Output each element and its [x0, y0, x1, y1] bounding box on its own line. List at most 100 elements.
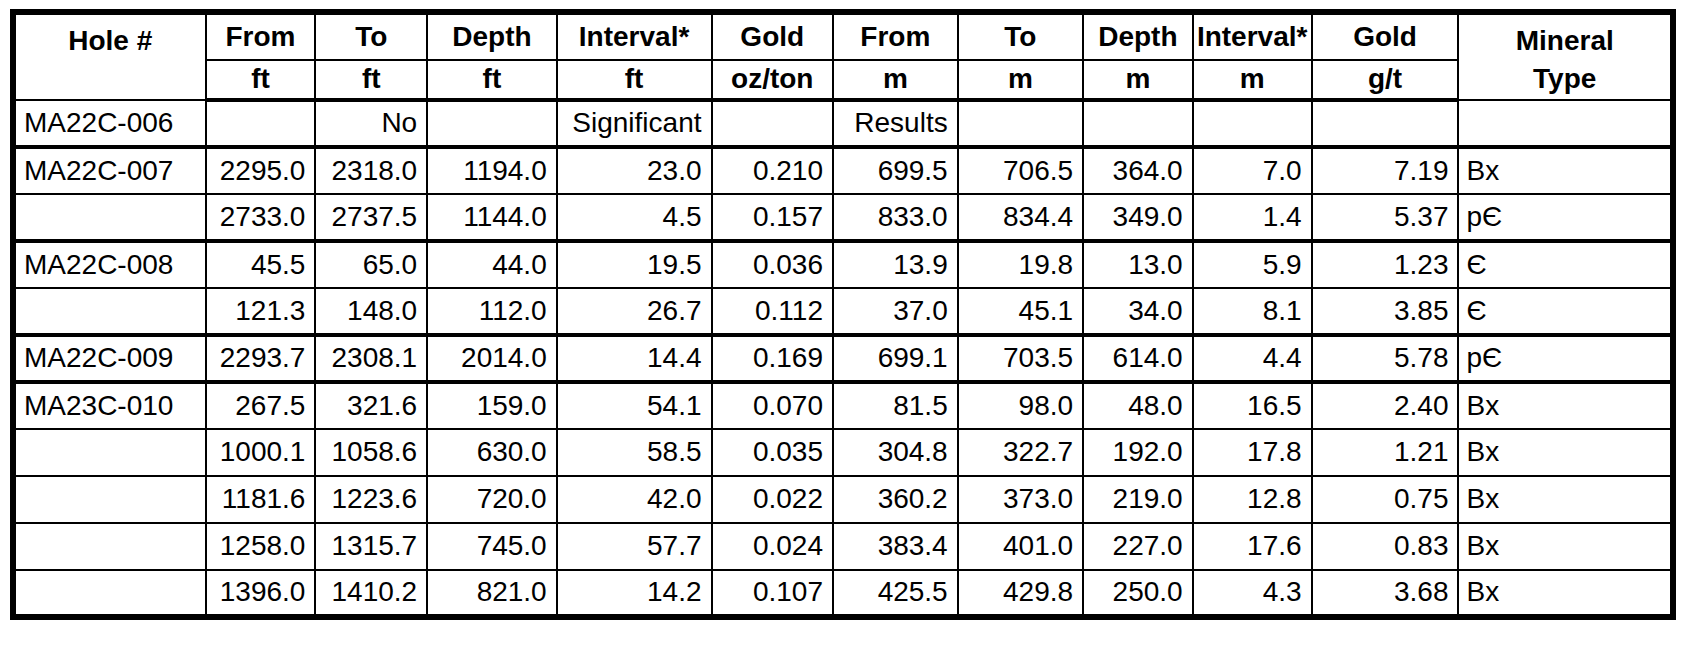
value-cell: 1.21 — [1312, 429, 1459, 476]
value-cell: 0.83 — [1312, 523, 1459, 570]
table-row: MA22C-00845.565.044.019.50.03613.919.813… — [13, 241, 1673, 288]
value-cell: 159.0 — [427, 382, 557, 429]
unit-from-m: m — [833, 60, 958, 100]
value-cell: 48.0 — [1083, 382, 1193, 429]
col-header-from-ft: From — [206, 12, 316, 60]
table-row: MA22C-0072295.02318.01194.023.00.210699.… — [13, 147, 1673, 194]
value-cell: 98.0 — [958, 382, 1083, 429]
value-cell: 16.5 — [1193, 382, 1312, 429]
col-header-interval-ft: Interval* — [557, 12, 712, 60]
value-cell: 364.0 — [1083, 147, 1193, 194]
hole-id-cell — [13, 570, 206, 617]
col-header-mineral-type: MineralType — [1458, 12, 1673, 100]
value-cell: 267.5 — [206, 382, 316, 429]
value-cell: 383.4 — [833, 523, 958, 570]
hole-id-cell — [13, 288, 206, 335]
mineral-type-cell — [1458, 100, 1673, 147]
unit-depth-ft: ft — [427, 60, 557, 100]
value-cell: 1410.2 — [315, 570, 427, 617]
value-cell: 745.0 — [427, 523, 557, 570]
value-cell: 321.6 — [315, 382, 427, 429]
value-cell — [1193, 100, 1312, 147]
value-cell — [958, 100, 1083, 147]
value-cell: 17.6 — [1193, 523, 1312, 570]
value-cell: 12.8 — [1193, 476, 1312, 523]
table-row: MA22C-006NoSignificantResults — [13, 100, 1673, 147]
col-header-depth-ft: Depth — [427, 12, 557, 60]
value-cell: 0.035 — [712, 429, 833, 476]
value-cell: 349.0 — [1083, 194, 1193, 241]
value-cell: 37.0 — [833, 288, 958, 335]
value-cell: 401.0 — [958, 523, 1083, 570]
col-header-gold-ozton: Gold — [712, 12, 833, 60]
value-cell: 5.78 — [1312, 335, 1459, 382]
table-row: 1258.01315.7745.057.70.024383.4401.0227.… — [13, 523, 1673, 570]
value-cell: 58.5 — [557, 429, 712, 476]
hole-id-cell: MA22C-007 — [13, 147, 206, 194]
hole-id-cell — [13, 429, 206, 476]
value-cell: 0.070 — [712, 382, 833, 429]
value-cell: 1181.6 — [206, 476, 316, 523]
value-cell: 2318.0 — [315, 147, 427, 194]
unit-gold-gt: g/t — [1312, 60, 1459, 100]
table-row: 1396.01410.2821.014.20.107425.5429.8250.… — [13, 570, 1673, 617]
value-cell: 8.1 — [1193, 288, 1312, 335]
header-label-row: Hole # From To Depth Interval* Gold From… — [13, 12, 1673, 60]
hole-id-cell — [13, 194, 206, 241]
value-cell: 14.4 — [557, 335, 712, 382]
table-row: 1181.61223.6720.042.00.022360.2373.0219.… — [13, 476, 1673, 523]
value-cell: 0.157 — [712, 194, 833, 241]
value-cell: 322.7 — [958, 429, 1083, 476]
value-cell: 19.5 — [557, 241, 712, 288]
table-row: 121.3148.0112.026.70.11237.045.134.08.13… — [13, 288, 1673, 335]
value-cell: 5.37 — [1312, 194, 1459, 241]
value-cell: 148.0 — [315, 288, 427, 335]
mineral-type-cell: Bx — [1458, 523, 1673, 570]
value-cell: 360.2 — [833, 476, 958, 523]
value-cell: 833.0 — [833, 194, 958, 241]
value-cell: 1.4 — [1193, 194, 1312, 241]
value-cell: 0.112 — [712, 288, 833, 335]
value-cell: 13.9 — [833, 241, 958, 288]
table-row: 1000.11058.6630.058.50.035304.8322.7192.… — [13, 429, 1673, 476]
value-cell: 17.8 — [1193, 429, 1312, 476]
value-cell: 7.0 — [1193, 147, 1312, 194]
hole-id-cell: MA23C-010 — [13, 382, 206, 429]
table-row: MA22C-0092293.72308.12014.014.40.169699.… — [13, 335, 1673, 382]
value-cell: 4.4 — [1193, 335, 1312, 382]
value-cell: 121.3 — [206, 288, 316, 335]
mineral-type-cell: pЄ — [1458, 194, 1673, 241]
value-cell: 0.024 — [712, 523, 833, 570]
value-cell: 2308.1 — [315, 335, 427, 382]
value-cell: 192.0 — [1083, 429, 1193, 476]
hole-id-cell — [13, 523, 206, 570]
header-unit-row: ft ft ft ft oz/ton m m m m g/t — [13, 60, 1673, 100]
value-cell — [427, 100, 557, 147]
col-header-interval-m: Interval* — [1193, 12, 1312, 60]
drill-results-table: Hole # From To Depth Interval* Gold From… — [10, 9, 1676, 620]
unit-depth-m: m — [1083, 60, 1193, 100]
hole-id-cell: MA22C-009 — [13, 335, 206, 382]
value-cell: 706.5 — [958, 147, 1083, 194]
table-header: Hole # From To Depth Interval* Gold From… — [13, 12, 1673, 100]
value-cell: 227.0 — [1083, 523, 1193, 570]
mineral-type-cell: Bx — [1458, 382, 1673, 429]
col-header-gold-gt: Gold — [1312, 12, 1459, 60]
mineral-type-cell: Bx — [1458, 147, 1673, 194]
value-cell: 2295.0 — [206, 147, 316, 194]
hole-id-cell — [13, 476, 206, 523]
value-cell: 720.0 — [427, 476, 557, 523]
table-body: MA22C-006NoSignificantResultsMA22C-00722… — [13, 100, 1673, 617]
value-cell: 250.0 — [1083, 570, 1193, 617]
mineral-type-cell: Bx — [1458, 476, 1673, 523]
value-cell: 821.0 — [427, 570, 557, 617]
mineral-type-cell: pЄ — [1458, 335, 1673, 382]
value-cell: 1396.0 — [206, 570, 316, 617]
value-cell: 4.5 — [557, 194, 712, 241]
value-cell: 81.5 — [833, 382, 958, 429]
value-cell: 0.022 — [712, 476, 833, 523]
unit-interval-m: m — [1193, 60, 1312, 100]
value-cell: 57.7 — [557, 523, 712, 570]
value-cell: 5.9 — [1193, 241, 1312, 288]
value-cell: 7.19 — [1312, 147, 1459, 194]
